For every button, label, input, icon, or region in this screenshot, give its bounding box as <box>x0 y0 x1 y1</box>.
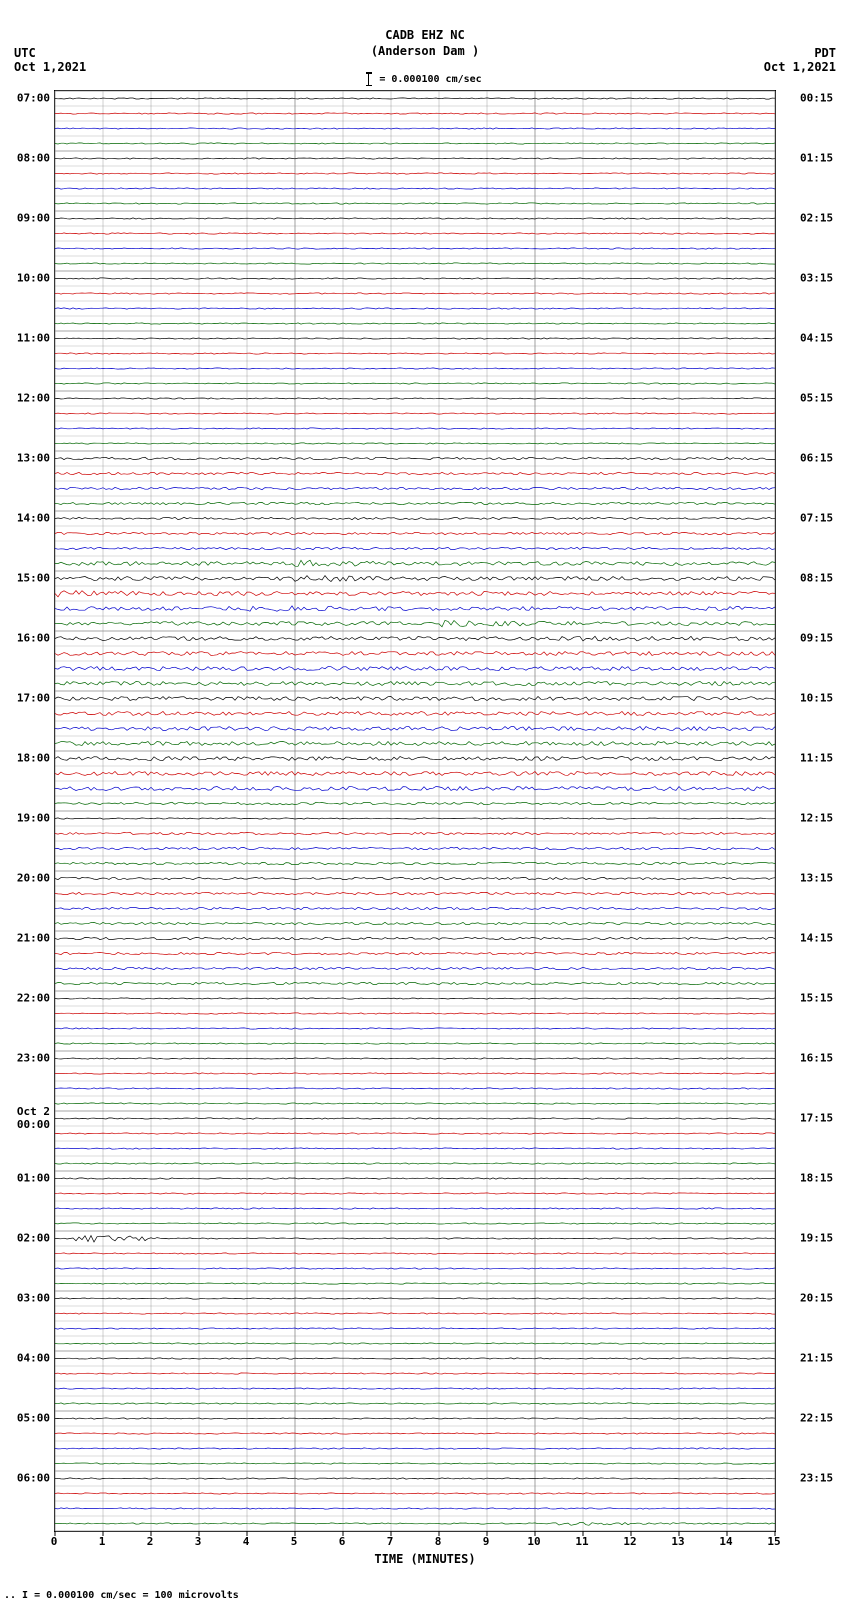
utc-label: 15:00 <box>0 571 50 584</box>
x-tick: 15 <box>767 1535 780 1548</box>
timezone-left: UTC Oct 1,2021 <box>14 46 86 74</box>
pdt-label: 12:15 <box>800 811 850 824</box>
x-tick: 13 <box>671 1535 684 1548</box>
utc-label: 01:00 <box>0 1171 50 1184</box>
utc-label: 22:00 <box>0 991 50 1004</box>
x-tick: 7 <box>387 1535 394 1548</box>
seismogram-svg <box>55 91 775 1537</box>
x-tick: 11 <box>575 1535 588 1548</box>
utc-label: 12:00 <box>0 391 50 404</box>
utc-label: 23:00 <box>0 1051 50 1064</box>
x-tick: 3 <box>195 1535 202 1548</box>
pdt-label: 08:15 <box>800 571 850 584</box>
x-tick: 14 <box>719 1535 732 1548</box>
pdt-label: 04:15 <box>800 331 850 344</box>
utc-label: 19:00 <box>0 811 50 824</box>
pdt-label: 18:15 <box>800 1171 850 1184</box>
station-code: CADB EHZ NC <box>0 28 850 44</box>
utc-label: 07:00 <box>0 91 50 104</box>
pdt-label: 06:15 <box>800 451 850 464</box>
utc-label: 08:00 <box>0 151 50 164</box>
pdt-label: 23:15 <box>800 1471 850 1484</box>
utc-label: Oct 2 00:00 <box>0 1105 50 1131</box>
x-tick: 8 <box>435 1535 442 1548</box>
x-axis-title: TIME (MINUTES) <box>0 1552 850 1566</box>
scale-label: = 0.000100 cm/sec <box>379 74 481 85</box>
utc-label: 10:00 <box>0 271 50 284</box>
utc-label: 20:00 <box>0 871 50 884</box>
pdt-label: 17:15 <box>800 1111 850 1124</box>
utc-label: 06:00 <box>0 1471 50 1484</box>
scale-bar-icon <box>368 72 369 86</box>
utc-label: 18:00 <box>0 751 50 764</box>
utc-label: 05:00 <box>0 1411 50 1424</box>
x-tick: 9 <box>483 1535 490 1548</box>
utc-label: 14:00 <box>0 511 50 524</box>
tz-left-name: UTC <box>14 46 86 60</box>
utc-label: 04:00 <box>0 1351 50 1364</box>
pdt-label: 05:15 <box>800 391 850 404</box>
helicorder-chart: CADB EHZ NC (Anderson Dam ) UTC Oct 1,20… <box>0 0 850 1613</box>
utc-label: 02:00 <box>0 1231 50 1244</box>
x-tick: 4 <box>243 1535 250 1548</box>
utc-label: 16:00 <box>0 631 50 644</box>
utc-label: 09:00 <box>0 211 50 224</box>
utc-label: 13:00 <box>0 451 50 464</box>
pdt-label: 09:15 <box>800 631 850 644</box>
pdt-label: 10:15 <box>800 691 850 704</box>
pdt-label: 19:15 <box>800 1231 850 1244</box>
pdt-label: 03:15 <box>800 271 850 284</box>
x-tick: 12 <box>623 1535 636 1548</box>
x-tick: 2 <box>147 1535 154 1548</box>
pdt-label: 22:15 <box>800 1411 850 1424</box>
utc-label: 11:00 <box>0 331 50 344</box>
x-tick: 1 <box>99 1535 106 1548</box>
x-tick: 10 <box>527 1535 540 1548</box>
timezone-right: PDT Oct 1,2021 <box>764 46 836 74</box>
pdt-label: 07:15 <box>800 511 850 524</box>
amplitude-scale: = 0.000100 cm/sec <box>0 72 850 86</box>
x-tick: 6 <box>339 1535 346 1548</box>
pdt-label: 01:15 <box>800 151 850 164</box>
plot-area <box>54 90 776 1532</box>
pdt-label: 16:15 <box>800 1051 850 1064</box>
x-tick: 0 <box>51 1535 58 1548</box>
pdt-label: 15:15 <box>800 991 850 1004</box>
tz-right-name: PDT <box>764 46 836 60</box>
pdt-label: 02:15 <box>800 211 850 224</box>
x-tick: 5 <box>291 1535 298 1548</box>
chart-title: CADB EHZ NC (Anderson Dam ) <box>0 28 850 59</box>
pdt-label: 14:15 <box>800 931 850 944</box>
pdt-label: 13:15 <box>800 871 850 884</box>
pdt-label: 21:15 <box>800 1351 850 1364</box>
utc-label: 03:00 <box>0 1291 50 1304</box>
utc-label: 17:00 <box>0 691 50 704</box>
pdt-label: 00:15 <box>800 91 850 104</box>
pdt-label: 20:15 <box>800 1291 850 1304</box>
utc-label: 21:00 <box>0 931 50 944</box>
footer-scale: .. I = 0.000100 cm/sec = 100 microvolts <box>4 1590 239 1601</box>
station-name: (Anderson Dam ) <box>0 44 850 60</box>
pdt-label: 11:15 <box>800 751 850 764</box>
